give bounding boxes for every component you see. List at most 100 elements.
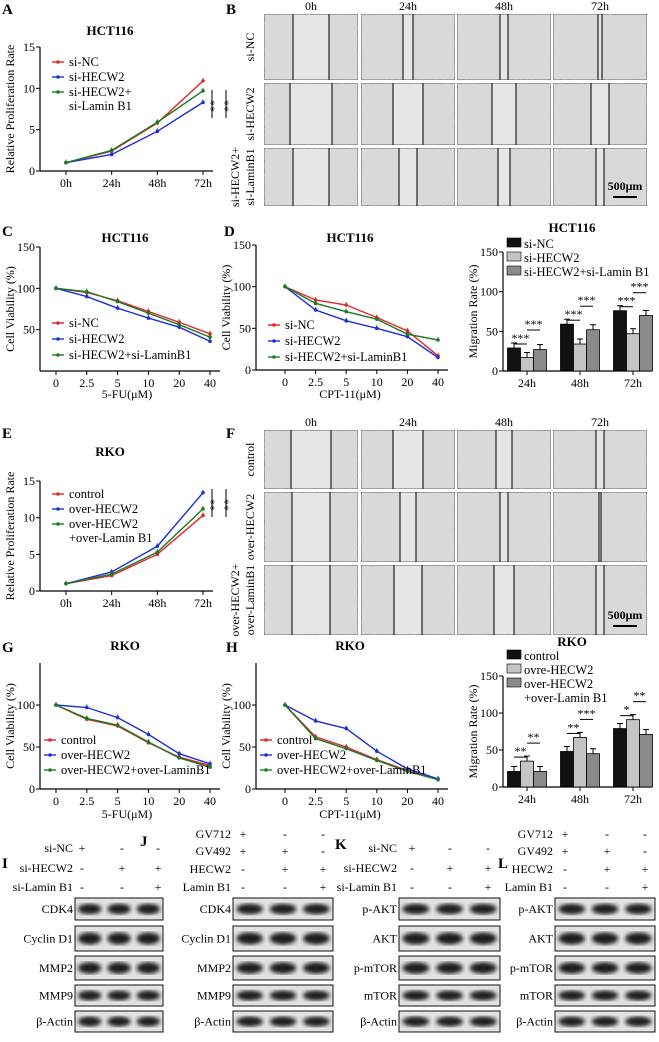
band-label: CDK4: [42, 902, 73, 916]
treatment-sign: -: [321, 844, 325, 858]
protein-band: [303, 903, 330, 915]
protein-band: [107, 962, 131, 974]
wound-gap: [500, 15, 508, 79]
treatment-label: si-HECW2: [20, 861, 73, 875]
data-point: [54, 703, 58, 707]
significance-mark: **: [218, 100, 232, 112]
legend-label: over-HECW2: [69, 502, 138, 516]
x-tick-label: 10: [142, 794, 154, 808]
bar: [507, 347, 521, 372]
legend-label: si-HECW2: [524, 251, 580, 265]
data-point: [375, 326, 379, 331]
data-point: [146, 740, 151, 744]
y-tick-label: 100: [233, 280, 251, 294]
band-label: CDK4: [200, 902, 231, 916]
bar: [613, 728, 627, 788]
legend-label: si-HECW2: [69, 332, 125, 346]
treatment-sign: +: [642, 862, 649, 876]
protein-band: [269, 962, 297, 974]
chart-title: RKO: [110, 638, 140, 653]
significance-mark: **: [528, 730, 540, 744]
panel-label: I: [2, 856, 8, 872]
data-point: [344, 319, 349, 323]
x-tick-label: 72h: [194, 596, 212, 610]
x-tick-label: 72h: [624, 376, 642, 390]
y-tick-label: 150: [17, 240, 35, 254]
data-point: [313, 719, 318, 723]
panel-label: H: [226, 640, 238, 656]
band-label: MMP2: [39, 961, 73, 975]
wound-gap: [496, 431, 512, 488]
y-tick-label: 50: [23, 740, 35, 754]
significance-mark: ***: [618, 294, 636, 308]
wound-gap: [599, 493, 601, 561]
protein-band: [269, 932, 297, 945]
protein-band: [469, 990, 497, 1001]
y-tick-label: 10: [23, 81, 35, 95]
x-tick-label: 10: [371, 794, 383, 808]
data-point: [201, 79, 205, 83]
wound-gap: [393, 431, 423, 488]
legend-swatch: [506, 251, 522, 262]
treatment-label: HECW2: [190, 862, 231, 876]
data-point: [146, 316, 151, 320]
significance-mark: ***: [631, 280, 649, 294]
data-point: [375, 317, 379, 321]
wound-gap: [290, 84, 332, 144]
bar: [560, 751, 574, 788]
y-tick-label: 0: [245, 363, 251, 377]
treatment-sign: -: [643, 827, 647, 841]
chart-title: HCT116: [549, 220, 596, 235]
x-tick-label: 48h: [148, 176, 166, 190]
protein-band: [625, 932, 652, 945]
treatment-label: si-Lamin B1: [337, 880, 397, 894]
scale-bar-label: 500μm: [608, 608, 643, 622]
x-tick-label: 2.5: [79, 376, 94, 390]
legend-marker: [56, 75, 60, 79]
data-point: [177, 751, 181, 756]
data-point: [436, 777, 440, 782]
protein-band: [436, 990, 463, 1001]
series-line: [55, 704, 211, 765]
y-tick-label: 100: [480, 285, 498, 299]
series-line: [55, 704, 211, 768]
protein-band: [469, 903, 497, 915]
protein-band: [136, 903, 161, 915]
protein-band: [236, 1016, 263, 1027]
treatment-sign: +: [604, 862, 611, 876]
y-tick-label: 0: [29, 782, 35, 796]
data-point: [155, 129, 160, 134]
wound-gap: [500, 493, 508, 561]
treatment-sign: +: [447, 861, 454, 875]
treatment-label: HECW2: [512, 862, 553, 876]
treatment-sign: -: [448, 880, 452, 894]
x-tick-label: 40: [432, 375, 444, 389]
panel-label: F: [226, 426, 235, 442]
treatment-sign: +: [240, 827, 247, 841]
legend-label: si-NC: [69, 55, 99, 69]
protein-band: [303, 932, 330, 945]
significance-mark: **: [218, 499, 232, 511]
legend-marker: [56, 321, 60, 325]
x-tick-label: 0: [53, 794, 59, 808]
treatment-sign: -: [80, 861, 84, 875]
legend-label: si-NC: [285, 318, 315, 332]
bar: [586, 753, 600, 788]
legend-swatch: [506, 649, 522, 660]
protein-band: [625, 903, 652, 915]
protein-band: [236, 932, 263, 945]
treatment-sign: +: [562, 827, 569, 841]
chart-title: HCT116: [102, 230, 149, 245]
legend-label: control: [61, 733, 97, 747]
treatment-sign: -: [448, 841, 452, 855]
western-blot-j: GV712 + - -GV492 + + -HECW2- + +Lamin B1- - +CDK4C…: [181, 827, 334, 1033]
y-axis-label: Cell Viability (%): [219, 265, 233, 351]
data-point: [177, 756, 181, 760]
x-tick-label: 20: [401, 794, 413, 808]
treatment-sign: +: [240, 844, 247, 858]
band-label: mTOR: [520, 989, 553, 1003]
legend-label: si-HECW2+si-LaminB1: [69, 348, 191, 362]
legend-label: ovre-HECW2: [524, 663, 593, 677]
legend-marker: [48, 768, 52, 772]
